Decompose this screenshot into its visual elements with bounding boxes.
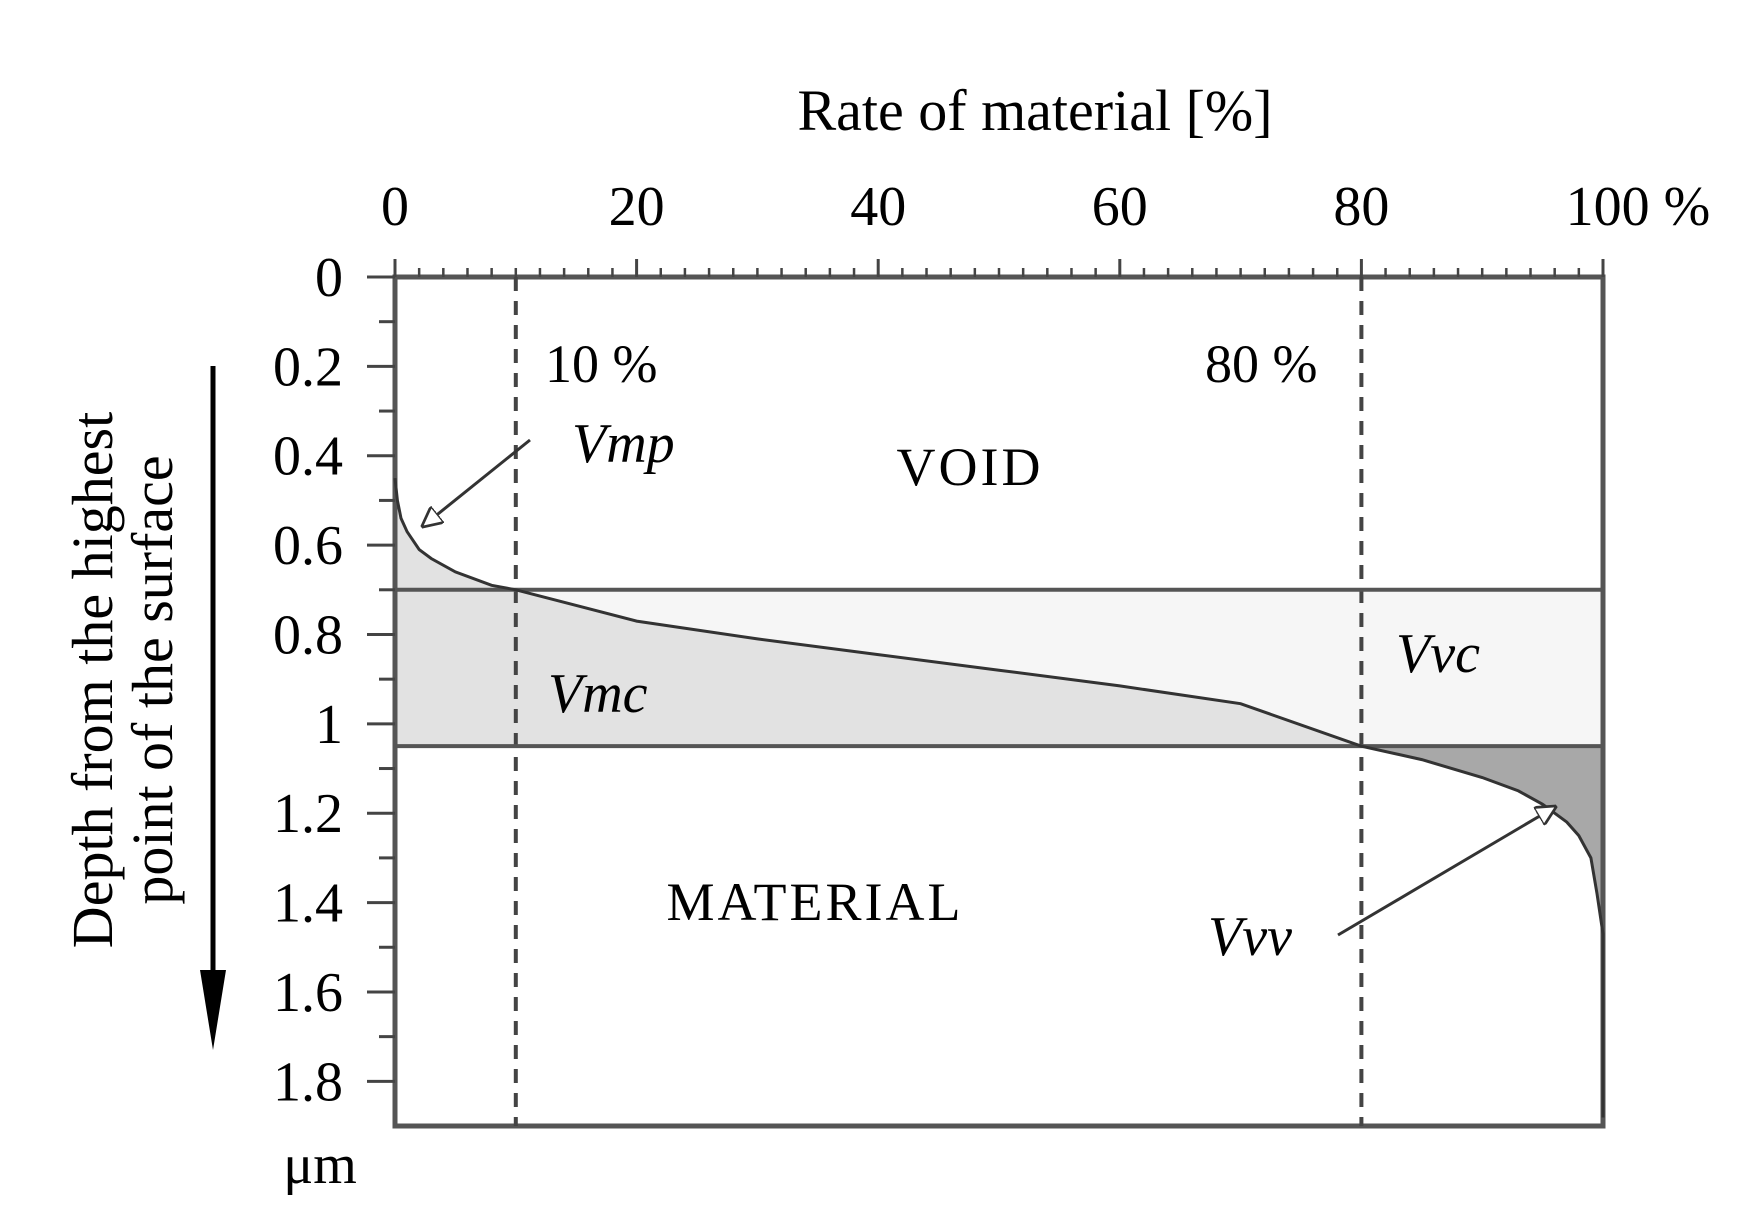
- x-tick-label-40: 40: [850, 176, 906, 238]
- vvv-pointer-arrow: [1337, 807, 1555, 937]
- label-10-percent: 10 %: [545, 334, 657, 394]
- depth-direction-arrow-head: [200, 970, 226, 1050]
- y-tick-label-0: 0: [315, 247, 343, 309]
- y-tick-label-7: 1.4: [273, 873, 343, 935]
- x-tick-label-80: 80: [1333, 176, 1389, 238]
- y-tick-label-1: 0.2: [273, 336, 343, 398]
- y-tick-label-6: 1.2: [273, 783, 343, 845]
- vvv-area: [1361, 746, 1603, 934]
- vvv-label: Vvv: [1208, 906, 1292, 968]
- vmp-area: [395, 478, 516, 590]
- y-axis-title-line-1: Depth from the highest: [60, 412, 125, 948]
- vvc-label: Vvc: [1396, 623, 1480, 685]
- x-tick-label-20: 20: [609, 176, 665, 238]
- vmp-pointer-arrow: [423, 438, 531, 526]
- y-tick-label-3: 0.6: [273, 515, 343, 577]
- x-tick-label-100: 100 %: [1566, 176, 1711, 238]
- x-tick-label-0: 0: [381, 176, 409, 238]
- y-tick-label-5: 1: [315, 694, 343, 756]
- material-region-label: MATERIAL: [667, 872, 964, 932]
- y-axis-title: Depth from the highest point of the surf…: [60, 412, 185, 948]
- y-unit-label: μm: [283, 1134, 357, 1196]
- y-tick-label-4: 0.8: [273, 604, 343, 666]
- label-80-percent: 80 %: [1205, 334, 1317, 394]
- y-axis-title-line-2: point of the surface: [120, 455, 185, 904]
- vmp-label: Vmp: [572, 413, 675, 475]
- vmc-area: [395, 589, 1362, 747]
- material-ratio-curve: [393, 477, 1605, 1118]
- y-tick-label-8: 1.6: [273, 962, 343, 1024]
- x-axis-title: Rate of material [%]: [797, 78, 1272, 143]
- y-tick-label-2: 0.4: [273, 426, 343, 488]
- x-tick-label-60: 60: [1092, 176, 1148, 238]
- void-region-label: VOID: [897, 437, 1044, 497]
- vmc-label: Vmc: [548, 663, 648, 725]
- y-tick-label-9: 1.8: [273, 1051, 343, 1113]
